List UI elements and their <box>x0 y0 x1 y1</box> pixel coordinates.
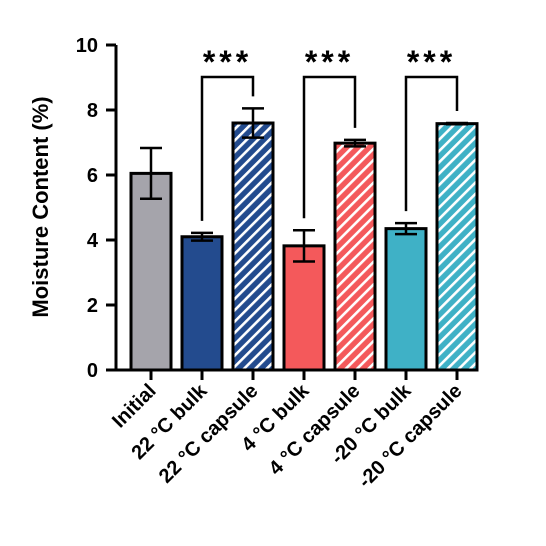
error-bar-4 <box>344 138 366 148</box>
bar-0 <box>129 171 173 372</box>
y-axis-label: Moisture Content (%) <box>28 96 53 317</box>
significance-label-1: *** <box>305 44 354 80</box>
significance-bracket-1: *** <box>302 44 357 219</box>
significance-label-2: *** <box>407 44 456 80</box>
significance-label-0: *** <box>203 44 252 80</box>
y-ticks-layer: 0 2 4 6 8 10 <box>76 35 116 382</box>
significance-bracket-2: *** <box>404 44 459 212</box>
axes-layer <box>114 45 474 372</box>
error-bar-5 <box>395 221 417 236</box>
error-bars-layer <box>140 107 468 263</box>
bar-1 <box>180 235 224 372</box>
y-tick-label-0: 0 <box>87 360 98 382</box>
bar-3 <box>282 244 326 372</box>
significance-layer: *** *** *** <box>200 44 459 221</box>
error-bar-1 <box>191 231 213 242</box>
error-bar-2 <box>242 107 264 139</box>
y-tick-label-3: 6 <box>87 165 98 187</box>
y-tick-label-2: 4 <box>87 230 99 252</box>
bar-2 <box>231 121 275 372</box>
y-tick-label-1: 2 <box>87 295 98 317</box>
y-tick-label-5: 10 <box>76 35 98 57</box>
error-bar-0 <box>140 146 162 200</box>
error-bar-6 <box>446 121 468 126</box>
bar-6 <box>435 122 479 372</box>
y-tick-label-4: 8 <box>87 100 98 122</box>
significance-bracket-0: *** <box>200 44 255 221</box>
error-bar-3 <box>293 229 315 263</box>
bar-4 <box>333 141 377 372</box>
bar-5 <box>384 227 428 372</box>
